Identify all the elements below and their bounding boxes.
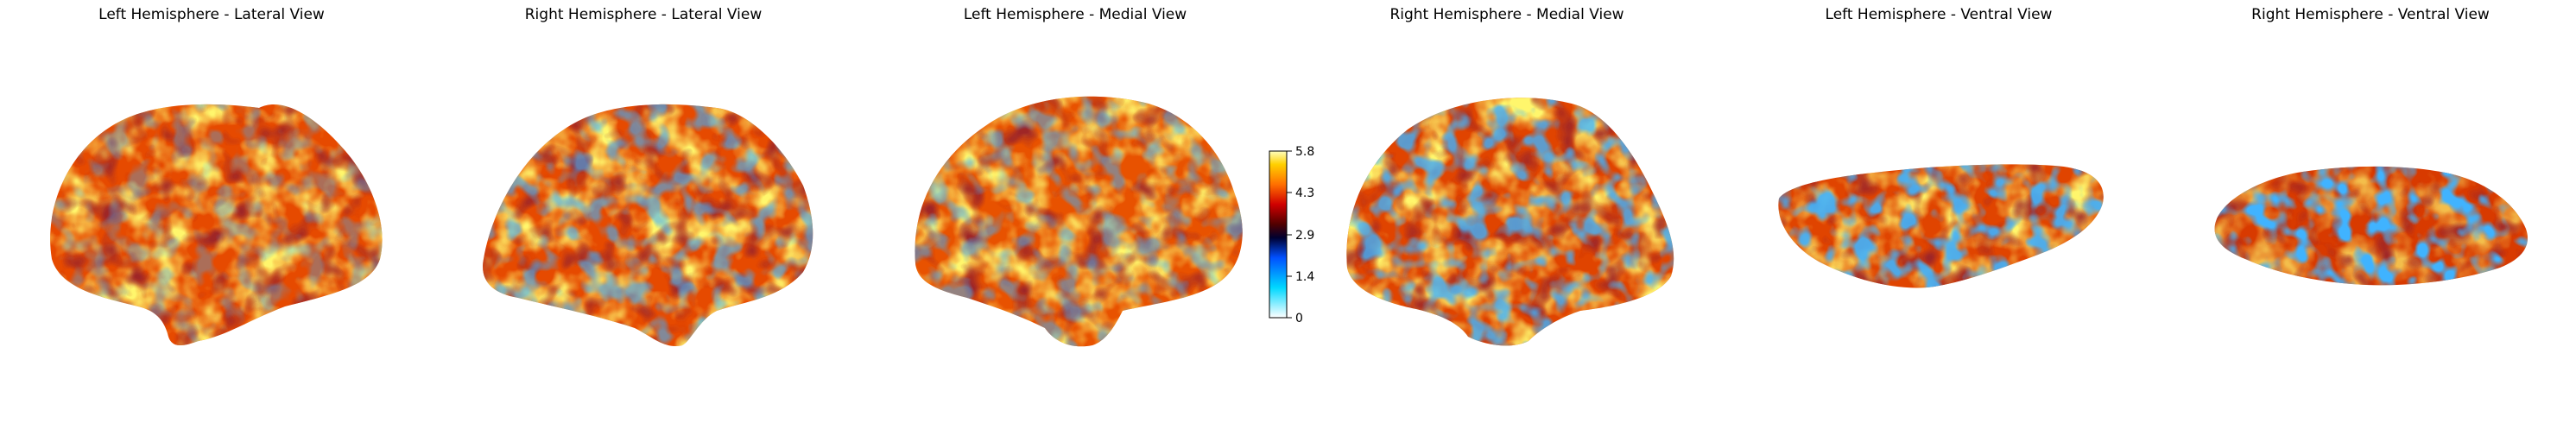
colorbar-tick-label: 5.8 <box>1295 145 1314 159</box>
colorbar-ticks <box>1287 150 1292 319</box>
colorbar-tick-label: 4.3 <box>1295 186 1314 200</box>
panel-title-right-medial: Right Hemisphere - Medial View <box>1389 6 1623 23</box>
brain-surface-right-medial <box>1346 98 1674 346</box>
colorbar-tick-label: 0 <box>1295 312 1303 325</box>
brain-surface-right-lateral <box>483 104 813 346</box>
panel-title-right-lateral: Right Hemisphere - Lateral View <box>525 6 763 23</box>
brain-surface-right-ventral <box>2214 166 2528 286</box>
brain-surface-left-lateral <box>50 104 383 346</box>
panel-title-left-ventral: Left Hemisphere - Ventral View <box>1826 6 2053 23</box>
colorbar-gradient <box>1269 150 1288 319</box>
brain-surface-left-medial <box>915 96 1243 347</box>
colorbar-tick-label: 1.4 <box>1295 270 1314 284</box>
colorbar: 5.8 4.3 2.9 1.4 0 <box>1269 145 1314 325</box>
panel-title-left-lateral: Left Hemisphere - Lateral View <box>98 6 325 23</box>
panel-title-left-medial: Left Hemisphere - Medial View <box>964 6 1187 23</box>
brain-surface-left-ventral <box>1778 164 2104 288</box>
colorbar-tick-label: 2.9 <box>1295 229 1314 243</box>
panel-title-right-ventral: Right Hemisphere - Ventral View <box>2251 6 2490 23</box>
